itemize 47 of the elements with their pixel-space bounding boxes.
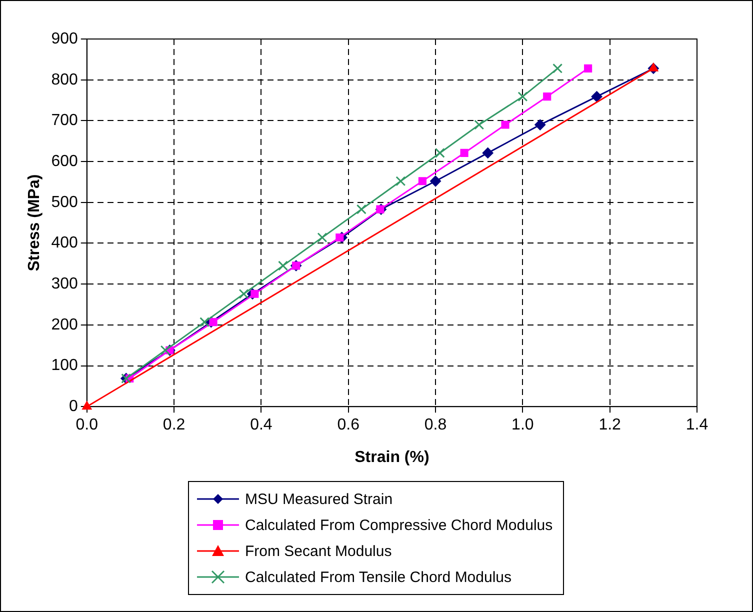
point: [278, 260, 288, 271]
x-tick-label: 0.6: [337, 416, 360, 434]
y-tick-label: 200: [51, 316, 78, 334]
x-tick-label: 0.4: [250, 416, 272, 434]
point: [396, 176, 406, 186]
legend-label: Calculated From Compressive Chord Modulus: [245, 516, 553, 534]
y-tick-label: 700: [51, 112, 78, 130]
x-tick-label: 0.0: [76, 416, 98, 434]
point: [501, 120, 510, 129]
y-tick-label: 900: [51, 30, 78, 48]
point: [482, 147, 494, 158]
point: [238, 288, 249, 299]
point: [250, 290, 259, 298]
point: [317, 232, 328, 242]
x-tick-label: 1.2: [598, 416, 622, 434]
legend-label: Calculated From Tensile Chord Modulus: [245, 568, 512, 586]
point: [430, 176, 442, 187]
y-tick-label: 800: [51, 71, 78, 88]
point: [460, 148, 468, 157]
x-tick-label: 1.0: [512, 416, 534, 434]
point: [552, 63, 563, 74]
point: [336, 233, 344, 242]
legend-label: MSU Measured Strain: [245, 490, 393, 508]
y-tick-label: 100: [51, 357, 78, 374]
y-tick-label: 300: [51, 275, 78, 292]
point: [200, 317, 210, 328]
x-tick-label: 1.4: [686, 416, 708, 434]
point: [434, 148, 445, 158]
point: [534, 119, 546, 130]
legend-label: From Secant Modulus: [245, 542, 392, 560]
x-axis-title: Strain (%): [354, 448, 430, 466]
point: [518, 92, 528, 102]
point: [356, 204, 366, 214]
point: [591, 91, 602, 102]
point: [474, 120, 484, 130]
point: [418, 177, 426, 186]
point: [543, 92, 552, 101]
x-tick-label: 0.2: [162, 416, 186, 434]
point: [160, 345, 170, 356]
point: [584, 64, 592, 72]
y-axis-title: Stress (MPa): [26, 174, 44, 272]
x-tick-label: 0.8: [424, 416, 447, 434]
y-tick-label: 500: [51, 194, 78, 211]
y-tick-label: 0: [68, 398, 78, 416]
y-tick-label: 400: [51, 234, 78, 252]
y-tick-label: 600: [51, 152, 78, 170]
point: [209, 318, 218, 326]
